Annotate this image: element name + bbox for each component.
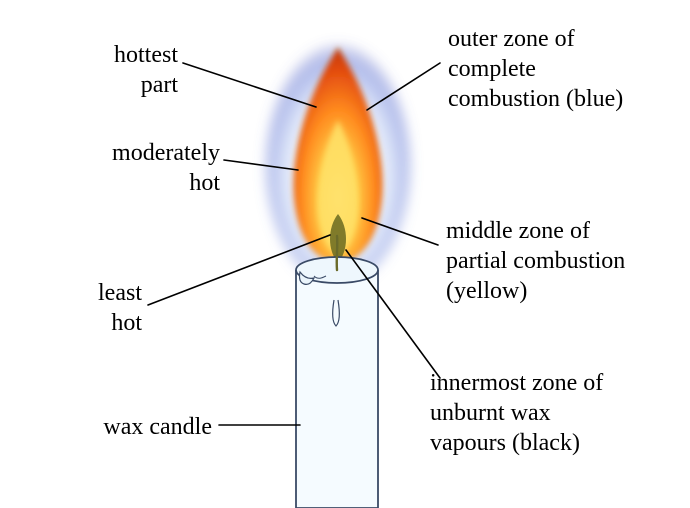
candle	[296, 236, 378, 508]
moderately-line	[224, 160, 298, 170]
middle-line	[362, 218, 438, 245]
label-least: least hot	[98, 278, 142, 338]
leader-lines	[148, 63, 440, 425]
flame-orange	[294, 48, 382, 262]
label-moderately: moderately hot	[112, 138, 220, 198]
least-line	[148, 235, 330, 305]
outer-line	[367, 63, 440, 110]
inner-line	[346, 250, 440, 378]
label-outer-zone: outer zone of complete combustion (blue)	[448, 24, 623, 114]
flame-outer-blue	[266, 45, 410, 285]
flame-inner-dark	[330, 214, 346, 260]
flame-yellow-core	[318, 120, 359, 254]
label-middle-zone: middle zone of partial combustion (yello…	[446, 216, 625, 306]
label-inner-zone: innermost zone of unburnt wax vapours (b…	[430, 368, 603, 458]
label-hottest: hottest part	[114, 40, 178, 100]
label-wax: wax candle	[103, 412, 212, 442]
hottest-line	[183, 63, 316, 107]
